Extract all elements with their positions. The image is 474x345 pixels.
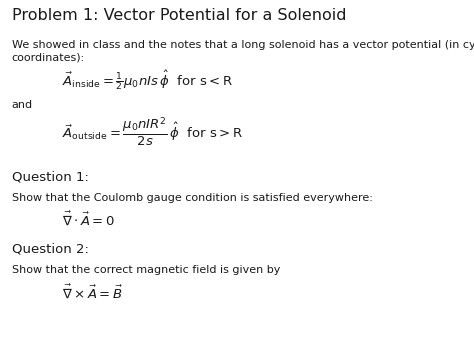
Text: coordinates):: coordinates): bbox=[12, 52, 85, 62]
Text: $\vec{A}_{\mathrm{inside}} = \frac{1}{2}\mu_0 n I s\,\hat{\phi}$  for s$<$R: $\vec{A}_{\mathrm{inside}} = \frac{1}{2}… bbox=[62, 68, 233, 92]
Text: Question 1:: Question 1: bbox=[12, 170, 89, 183]
Text: $\vec{\nabla} \times \vec{A} = \vec{B}$: $\vec{\nabla} \times \vec{A} = \vec{B}$ bbox=[62, 283, 122, 301]
Text: Show that the correct magnetic field is given by: Show that the correct magnetic field is … bbox=[12, 265, 280, 275]
Text: Problem 1: Vector Potential for a Solenoid: Problem 1: Vector Potential for a Soleno… bbox=[12, 8, 346, 23]
Text: We showed in class and the notes that a long solenoid has a vector potential (in: We showed in class and the notes that a … bbox=[12, 40, 474, 50]
Text: Question 2:: Question 2: bbox=[12, 243, 89, 256]
Text: $\vec{\nabla} \cdot \vec{A} = 0$: $\vec{\nabla} \cdot \vec{A} = 0$ bbox=[62, 210, 115, 228]
Text: $\vec{A}_{\mathrm{outside}} = \dfrac{\mu_0 n I R^2}{2s}\,\hat{\phi}$  for s$>$R: $\vec{A}_{\mathrm{outside}} = \dfrac{\mu… bbox=[62, 115, 243, 148]
Text: Show that the Coulomb gauge condition is satisfied everywhere:: Show that the Coulomb gauge condition is… bbox=[12, 193, 373, 203]
Text: and: and bbox=[12, 100, 33, 110]
